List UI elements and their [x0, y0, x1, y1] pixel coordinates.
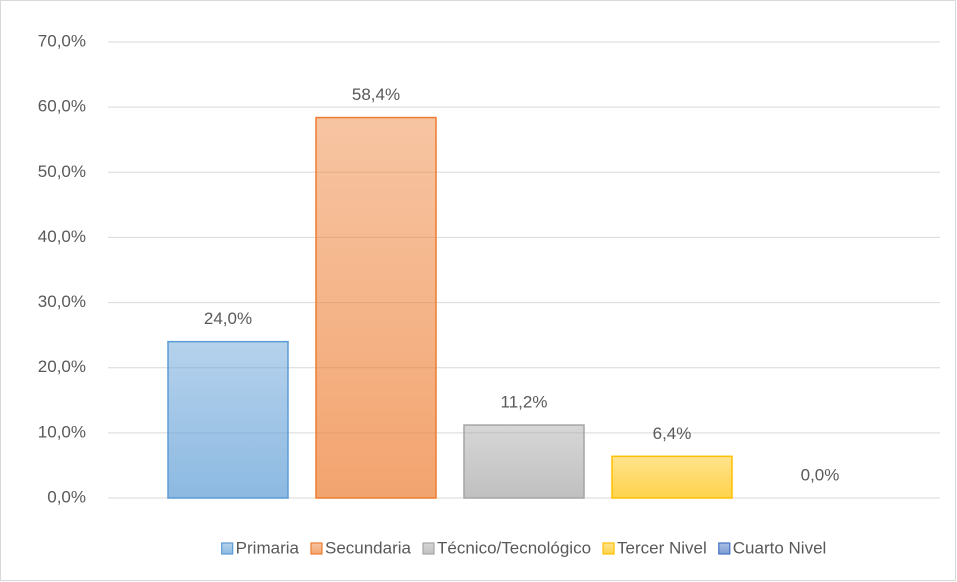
y-tick-label: 30,0%: [38, 292, 86, 311]
bar: [611, 455, 733, 499]
data-label: 58,4%: [352, 85, 400, 104]
data-label: 11,2%: [501, 393, 548, 412]
legend-swatch: [602, 542, 615, 555]
bar: [167, 340, 289, 499]
data-label: 6,4%: [653, 424, 692, 443]
y-tick-label: 70,0%: [38, 31, 86, 50]
legend-swatch: [310, 542, 323, 555]
bar: [315, 116, 437, 499]
legend-label: Primaria: [236, 538, 300, 557]
legend-label: Técnico/Tecnológico: [437, 538, 591, 557]
legend-label: Cuarto Nivel: [733, 538, 827, 557]
y-tick-label: 50,0%: [38, 162, 86, 181]
y-tick-label: 0,0%: [47, 487, 86, 506]
y-tick-label: 60,0%: [38, 97, 86, 116]
y-tick-label: 10,0%: [38, 422, 86, 441]
y-tick-label: 20,0%: [38, 357, 86, 376]
bar: [463, 424, 585, 499]
legend-swatch: [221, 542, 234, 555]
legend-label: Secundaria: [325, 538, 412, 557]
data-label: 24,0%: [204, 309, 252, 328]
legend-swatch: [422, 542, 435, 555]
legend-label: Tercer Nivel: [617, 538, 707, 557]
y-tick-label: 40,0%: [38, 227, 86, 246]
data-label: 0,0%: [801, 465, 840, 484]
legend: Primaria Secundaria Técnico/Tecnológico Ter…: [221, 538, 827, 557]
legend-swatch: [718, 542, 731, 555]
